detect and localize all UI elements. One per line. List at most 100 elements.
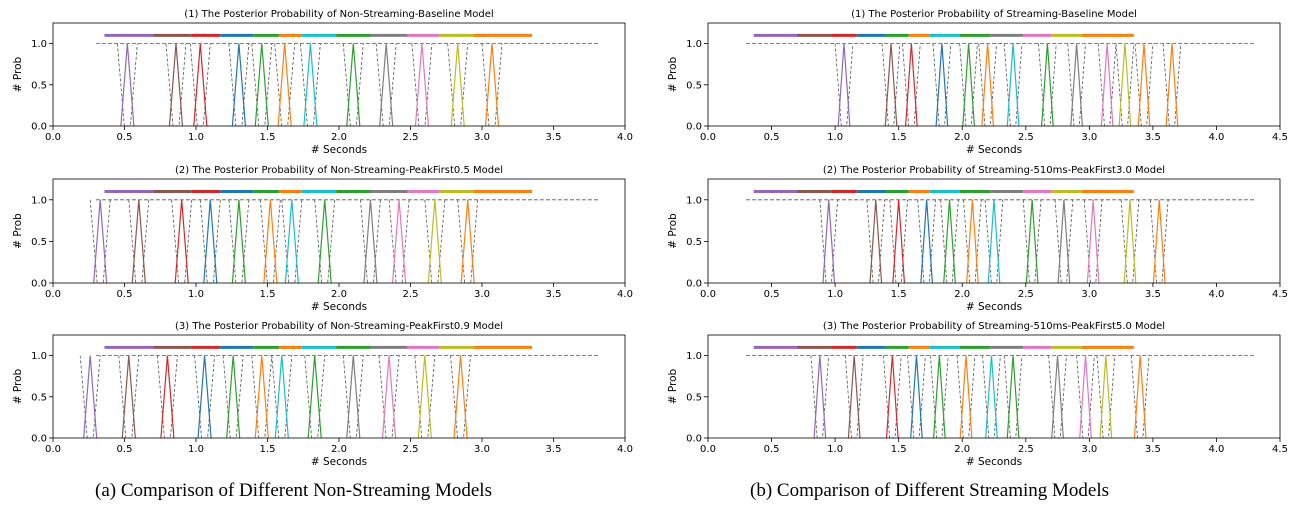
token-spike: [847, 355, 861, 439]
blank-dip: [118, 355, 140, 439]
x-tick-label: 2.5: [1018, 289, 1034, 300]
token-spike: [1165, 43, 1179, 127]
x-tick-label: 2.0: [331, 289, 347, 300]
y-tick-label: 1.0: [31, 351, 47, 362]
token-spike: [93, 199, 108, 284]
token-spike: [1123, 199, 1137, 284]
y-tick-label: 0.5: [686, 80, 702, 91]
blank-dip: [375, 43, 397, 127]
blank-dip: [1067, 43, 1086, 127]
token-spike: [277, 43, 292, 127]
blank-dip: [450, 355, 471, 439]
y-tick-label: 0.0: [686, 434, 702, 445]
token-spike: [1051, 355, 1064, 439]
x-axis-label: # Seconds: [311, 456, 367, 468]
token-spike: [1137, 43, 1151, 127]
x-tick-label: 0.5: [117, 132, 133, 143]
token-spike: [231, 43, 247, 127]
token-spike: [1100, 43, 1114, 127]
token-spike: [932, 355, 946, 439]
x-axis-label: # Seconds: [966, 301, 1022, 313]
blank-dip: [274, 43, 296, 127]
token-spike: [985, 355, 998, 439]
blank-dip: [1115, 43, 1135, 127]
x-tick-label: 0.5: [764, 444, 780, 455]
x-tick-label: 3.0: [1081, 132, 1097, 143]
y-tick-label: 0.0: [686, 279, 702, 290]
blank-dip: [819, 199, 839, 284]
blank-dip: [956, 355, 976, 439]
blank-dip: [251, 43, 273, 127]
axes-frame: [707, 22, 1281, 127]
token-spike: [1006, 43, 1020, 127]
blank-dip: [1048, 355, 1067, 439]
x-tick-label: 1.0: [188, 132, 204, 143]
x-tick-label: 1.0: [188, 289, 204, 300]
x-tick-label: 4.5: [1272, 444, 1288, 455]
blank-dip: [281, 199, 303, 284]
x-tick-label: 3.0: [1081, 444, 1097, 455]
blank-dip: [378, 355, 400, 439]
x-tick-label: 2.0: [954, 132, 970, 143]
token-spike: [935, 43, 949, 127]
chart-panel-6: (3) The Posterior Probability of Streami…: [667, 321, 1288, 468]
token-spike: [966, 199, 979, 284]
x-tick-label: 2.5: [403, 444, 419, 455]
blank-dip: [930, 355, 949, 439]
token-spike: [959, 355, 973, 439]
blank-dip: [251, 355, 273, 439]
token-spike: [904, 43, 918, 127]
blank-dip: [189, 43, 211, 127]
blank-dip: [447, 43, 469, 127]
x-tick-label: 1.0: [827, 132, 843, 143]
token-spike: [981, 43, 995, 127]
blank-dip: [411, 43, 433, 127]
blank-dip: [1054, 199, 1074, 284]
x-tick-label: 0.5: [764, 289, 780, 300]
x-axis-label: # Seconds: [311, 144, 367, 156]
token-spike: [121, 355, 136, 439]
blank-dip: [199, 199, 221, 284]
token-spike: [346, 43, 361, 127]
x-tick-label: 2.0: [954, 289, 970, 300]
x-tick-label: 3.5: [546, 444, 562, 455]
x-tick-label: 0.5: [117, 289, 133, 300]
token-spike: [414, 43, 430, 127]
x-tick-label: 4.0: [1208, 289, 1224, 300]
token-spike: [391, 199, 407, 284]
y-axis-label: # Prob: [667, 368, 679, 404]
token-spike: [226, 355, 241, 439]
token-spike: [417, 355, 432, 439]
y-tick-label: 1.0: [31, 195, 47, 206]
x-tick-label: 3.5: [546, 132, 562, 143]
blank-dip: [89, 199, 111, 284]
axes-frame: [52, 22, 626, 127]
blank-dip: [834, 43, 854, 127]
token-spike: [284, 199, 299, 284]
token-spike: [381, 355, 397, 439]
x-tick-label: 0.0: [700, 289, 716, 300]
token-spike: [131, 199, 146, 284]
x-tick-label: 4.0: [1208, 444, 1224, 455]
x-tick-label: 1.5: [891, 132, 907, 143]
x-tick-label: 1.0: [827, 289, 843, 300]
token-spike: [1025, 199, 1039, 284]
token-spike: [987, 199, 1001, 284]
x-tick-label: 0.5: [764, 132, 780, 143]
x-tick-label: 1.5: [891, 444, 907, 455]
token-spike: [943, 199, 956, 284]
x-tick-label: 2.5: [403, 132, 419, 143]
y-axis-label: # Prob: [12, 56, 24, 92]
token-spike: [254, 355, 269, 439]
x-tick-label: 3.5: [546, 289, 562, 300]
blank-dip: [1038, 43, 1057, 127]
blank-dip: [424, 199, 446, 284]
blank-dip: [342, 355, 364, 439]
token-spike: [885, 355, 899, 439]
blank-dip: [932, 43, 952, 127]
blank-dip: [982, 355, 1001, 439]
chart-panel-1: (1) The Posterior Probability of Non-Str…: [12, 9, 633, 156]
token-spike: [1133, 355, 1147, 439]
token-spike: [1006, 355, 1020, 439]
x-tick-label: 1.5: [260, 289, 276, 300]
